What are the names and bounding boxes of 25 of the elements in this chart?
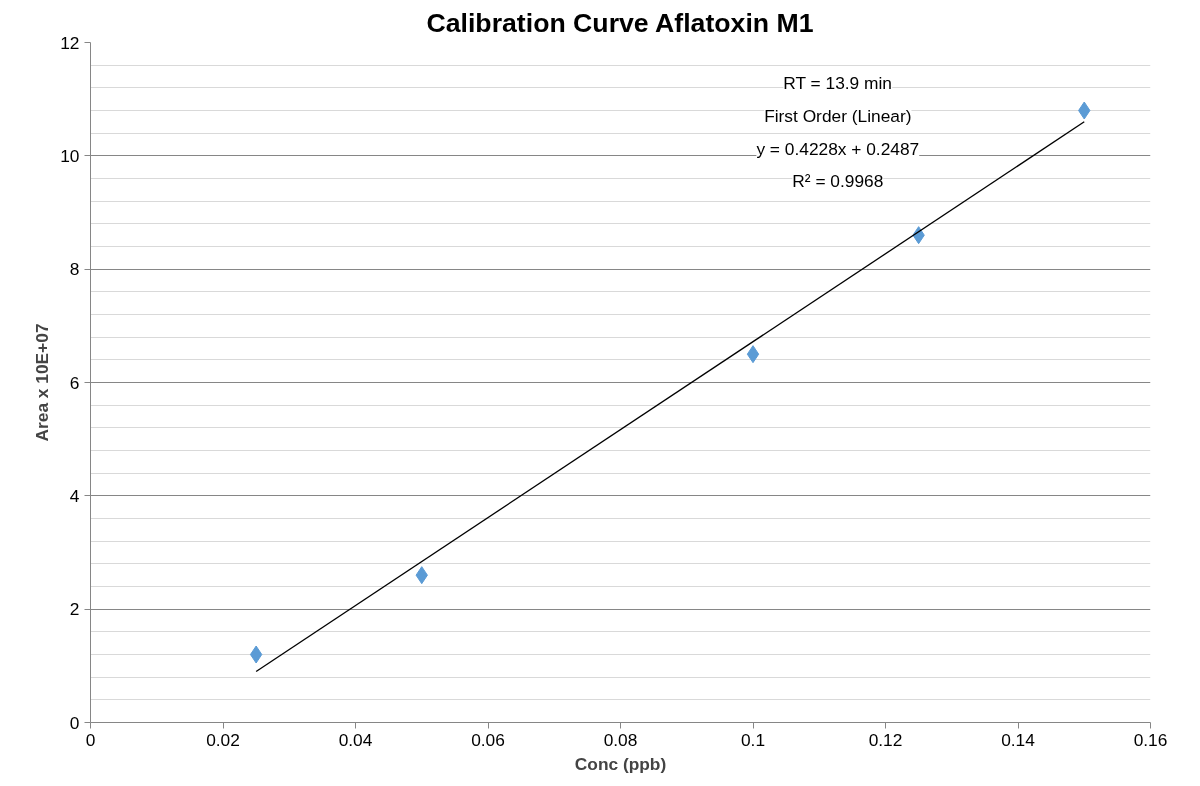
annotation: First Order (Linear) [764,105,912,126]
y-tick-label: 2 [69,599,80,620]
x-tick-label: 0.08 [603,729,638,750]
annotation: RT = 13.9 min [783,73,892,94]
annotation: R² = 0.9968 [792,171,884,192]
y-tick-label: 12 [60,32,80,53]
y-tick-label: 0 [69,712,80,733]
x-tick-label: 0.04 [338,729,373,750]
x-tick-label: 0 [85,729,96,750]
x-tick-label: 0.06 [471,729,505,750]
chart-title: Calibration Curve Aflatoxin M1 [426,7,814,38]
x-tick-label: 0.02 [206,729,240,750]
x-tick-label: 0.12 [868,729,903,750]
y-tick-label: 10 [60,145,80,166]
y-tick-label: 4 [69,485,80,506]
annotation: y = 0.4228x + 0.2487 [756,138,920,159]
y-tick-label: 8 [69,259,80,280]
x-tick-label: 0.1 [740,729,766,750]
y-tick-label: 6 [69,372,80,393]
x-tick-label: 0.14 [1001,729,1036,750]
y-axis-title: Area x 10E+07 [32,323,53,442]
point [249,645,263,664]
x-axis-title: Conc (ppb) [574,753,667,774]
x-tick-label: 0.16 [1133,729,1168,750]
point [746,345,760,364]
